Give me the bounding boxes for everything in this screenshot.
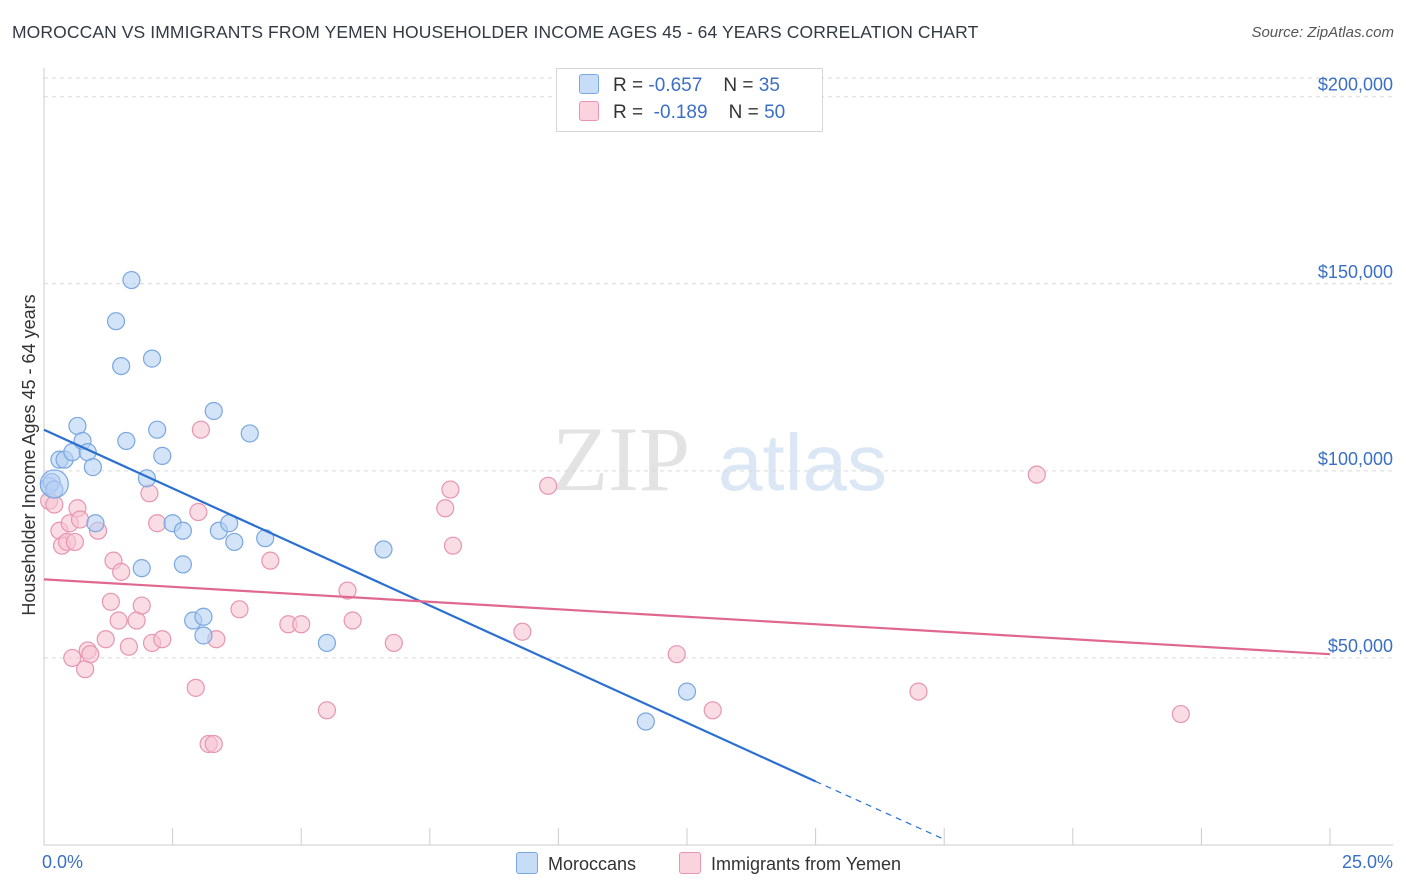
moroccan-point (132, 559, 151, 578)
yemen-point (909, 682, 928, 701)
moroccan-point (173, 555, 192, 574)
yemen-point (186, 678, 205, 697)
yemen-point (1027, 465, 1046, 484)
moroccan-point (225, 532, 244, 552)
watermark-atlas: atlas (718, 418, 887, 507)
yemen-point (153, 630, 172, 649)
moroccan-point (677, 682, 697, 701)
yemen-point (119, 637, 138, 656)
yemen-point (191, 420, 210, 439)
moroccans-r-label: R = (613, 75, 644, 96)
moroccan-point (194, 626, 213, 645)
yemen-point (112, 562, 131, 581)
source-label: Source: ZipAtlas.com (1251, 24, 1394, 41)
moroccan-point (240, 424, 259, 443)
moroccan-trend-extension (815, 780, 945, 840)
watermark-zip: ZIP (552, 408, 690, 510)
moroccan-point (636, 712, 655, 731)
legend-yemen-swatch (679, 852, 701, 874)
stats-row-moroccans: R = -0.657 N = 35 (579, 74, 780, 100)
yemen-point (81, 645, 100, 664)
moroccan-point (142, 349, 162, 368)
yemen-point (292, 615, 311, 634)
yemen-point (132, 596, 151, 615)
legend-item-moroccans: Moroccans (516, 852, 636, 875)
yemen-swatch (579, 101, 599, 121)
moroccans-n-label: N = (723, 75, 754, 96)
yemen-n-label: N = (728, 102, 759, 123)
yemen-point (140, 484, 159, 503)
yemen-point (230, 600, 249, 619)
moroccan-point (86, 514, 105, 533)
yemen-point (667, 645, 686, 664)
x-tick-label-min: 0.0% (42, 852, 83, 872)
yemen-point (261, 551, 280, 570)
moroccan-point (148, 420, 167, 439)
y-tick-label: $200,000 (1318, 75, 1393, 95)
yemen-point (343, 611, 362, 630)
yemen-r-value: -0.189 (653, 102, 708, 123)
moroccan-point (112, 356, 131, 376)
y-tick-label: $50,000 (1328, 636, 1393, 656)
y-axis-label: Householder Income Ages 45 - 64 years (19, 294, 39, 615)
moroccans-n-value: 35 (758, 75, 780, 96)
yemen-point (70, 510, 90, 529)
yemen-point (443, 536, 463, 555)
chart-title: MOROCCAN VS IMMIGRANTS FROM YEMEN HOUSEH… (12, 22, 979, 42)
moroccan-point (204, 401, 223, 421)
x-tick-label-max: 25.0% (1342, 852, 1393, 872)
yemen-point (384, 633, 403, 653)
legend-item-yemen: Immigrants from Yemen (679, 852, 901, 875)
yemen-point (436, 499, 455, 518)
stats-row-yemen: R = -0.189 N = 50 (579, 101, 785, 127)
yemen-point (148, 514, 167, 533)
yemen-r-label: R = (613, 102, 644, 123)
moroccan-point (317, 633, 337, 653)
yemen-point (101, 592, 120, 611)
moroccan-point (153, 446, 172, 465)
legend-yemen-label: Immigrants from Yemen (711, 854, 902, 874)
yemen-point (63, 648, 82, 668)
moroccan-point (374, 540, 393, 559)
moroccan-point (194, 607, 213, 626)
moroccan-point (122, 270, 141, 290)
moroccan-point (83, 458, 102, 477)
yemen-trend-line (43, 578, 1331, 656)
yemen-point (513, 622, 532, 641)
y-tick-label: $150,000 (1318, 262, 1393, 282)
yemen-point (539, 476, 558, 495)
yemen-point (96, 630, 115, 649)
y-tick-label: $100,000 (1318, 449, 1393, 469)
stats-box: R = -0.657 N = 35 R = -0.189 N = 50 (556, 68, 823, 132)
yemen-point (189, 502, 208, 522)
moroccan-point (117, 431, 136, 451)
legend-moroccans-swatch (516, 852, 538, 874)
moroccans-r-value: -0.657 (648, 75, 703, 96)
yemen-point (109, 611, 128, 630)
yemen-point (65, 532, 84, 552)
moroccan-point (106, 312, 126, 331)
moroccan-trend-line (43, 428, 817, 783)
yemen-point (1171, 704, 1190, 724)
yemen-point (441, 480, 460, 499)
yemen-point (317, 701, 337, 720)
legend-moroccans-label: Moroccans (548, 854, 637, 874)
yemen-n-value: 50 (764, 102, 786, 123)
moroccan-point (173, 521, 192, 540)
moroccan-point-large (39, 469, 69, 499)
yemen-point (204, 734, 223, 754)
moroccans-swatch (579, 74, 599, 94)
yemen-point (338, 581, 357, 600)
yemen-point (703, 701, 722, 720)
